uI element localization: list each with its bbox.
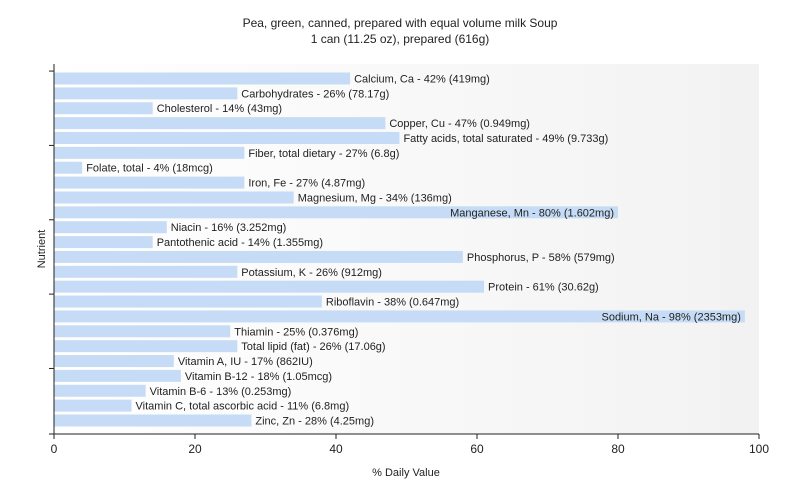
x-tick-label: 20 <box>188 442 202 456</box>
bar-label: Vitamin C, total ascorbic acid - 11% (6.… <box>136 401 350 413</box>
y-axis-title: Nutrient <box>36 230 48 269</box>
bar <box>54 72 351 85</box>
x-tick-label: 0 <box>51 442 58 456</box>
bar <box>54 87 238 100</box>
bar <box>54 325 231 338</box>
bar-label: Potassium, K - 26% (912mg) <box>241 267 382 279</box>
bar-label: Protein - 61% (30.62g) <box>488 282 599 294</box>
bar-label: Pantothenic acid - 14% (1.355mg) <box>157 237 323 249</box>
x-tick-label: 100 <box>749 442 769 456</box>
bar <box>54 310 745 323</box>
bar <box>54 384 146 397</box>
bar-label: Manganese, Mn - 80% (1.602mg) <box>450 207 614 219</box>
bar <box>54 399 132 412</box>
bar <box>54 131 400 144</box>
x-tick-label: 60 <box>470 442 484 456</box>
bar-label: Sodium, Na - 98% (2353mg) <box>601 311 740 323</box>
chart-subtitle-line: 1 can (11.25 oz), prepared (616g) <box>310 32 490 46</box>
axes-layer: 0 20 40 60 80 100 <box>49 64 769 456</box>
bar <box>54 280 485 293</box>
bar <box>54 340 238 353</box>
x-tick-label: 80 <box>611 442 625 456</box>
bar-label: Fiber, total dietary - 27% (6.8g) <box>248 148 399 160</box>
bars-layer: Calcium, Ca - 42% (419mg) Carbohydrates -… <box>54 72 745 428</box>
bar-label: Niacin - 16% (3.252mg) <box>171 222 287 234</box>
bar-label: Vitamin A, IU - 17% (862IU) <box>178 356 313 368</box>
bar-label: Copper, Cu - 47% (0.949mg) <box>389 118 530 130</box>
bar <box>54 295 322 308</box>
x-axis-title: % Daily Value <box>372 467 440 479</box>
bar <box>54 265 238 278</box>
chart-title-line: Pea, green, canned, prepared with equal … <box>242 16 558 30</box>
bar <box>54 355 174 368</box>
bar <box>54 191 294 204</box>
bar-label: Magnesium, Mg - 34% (136mg) <box>298 192 452 204</box>
bar <box>54 117 386 130</box>
bar <box>54 236 153 249</box>
bar <box>54 250 463 263</box>
chart-title: Pea, green, canned, prepared with equal … <box>0 15 800 47</box>
bar-label: Thiamin - 25% (0.376mg) <box>234 326 358 338</box>
bar-label: Carbohydrates - 26% (78.17g) <box>241 88 389 100</box>
bar <box>54 146 245 159</box>
x-tick-label: 40 <box>329 442 343 456</box>
bar <box>54 102 153 115</box>
bar-label: Vitamin B-12 - 18% (1.05mcg) <box>185 371 332 383</box>
bar-label: Phosphorus, P - 58% (579mg) <box>467 252 615 264</box>
bar <box>54 369 181 382</box>
bar-label: Total lipid (fat) - 26% (17.06g) <box>241 341 385 353</box>
bar <box>54 176 245 189</box>
bar-label: Fatty acids, total saturated - 49% (9.73… <box>403 133 608 145</box>
bar-label: Calcium, Ca - 42% (419mg) <box>354 74 490 86</box>
bar-label: Iron, Fe - 27% (4.87mg) <box>248 178 365 190</box>
bar <box>54 161 83 174</box>
bar-label: Cholesterol - 14% (43mg) <box>157 103 282 115</box>
bar <box>54 206 618 219</box>
bar <box>54 414 252 427</box>
bar-label: Riboflavin - 38% (0.647mg) <box>326 297 459 309</box>
bar-label: Folate, total - 4% (18mcg) <box>86 163 213 175</box>
bar <box>54 221 167 234</box>
bar-label: Zinc, Zn - 28% (4.25mg) <box>255 416 374 428</box>
bar-label: Vitamin B-6 - 13% (0.253mg) <box>150 386 292 398</box>
